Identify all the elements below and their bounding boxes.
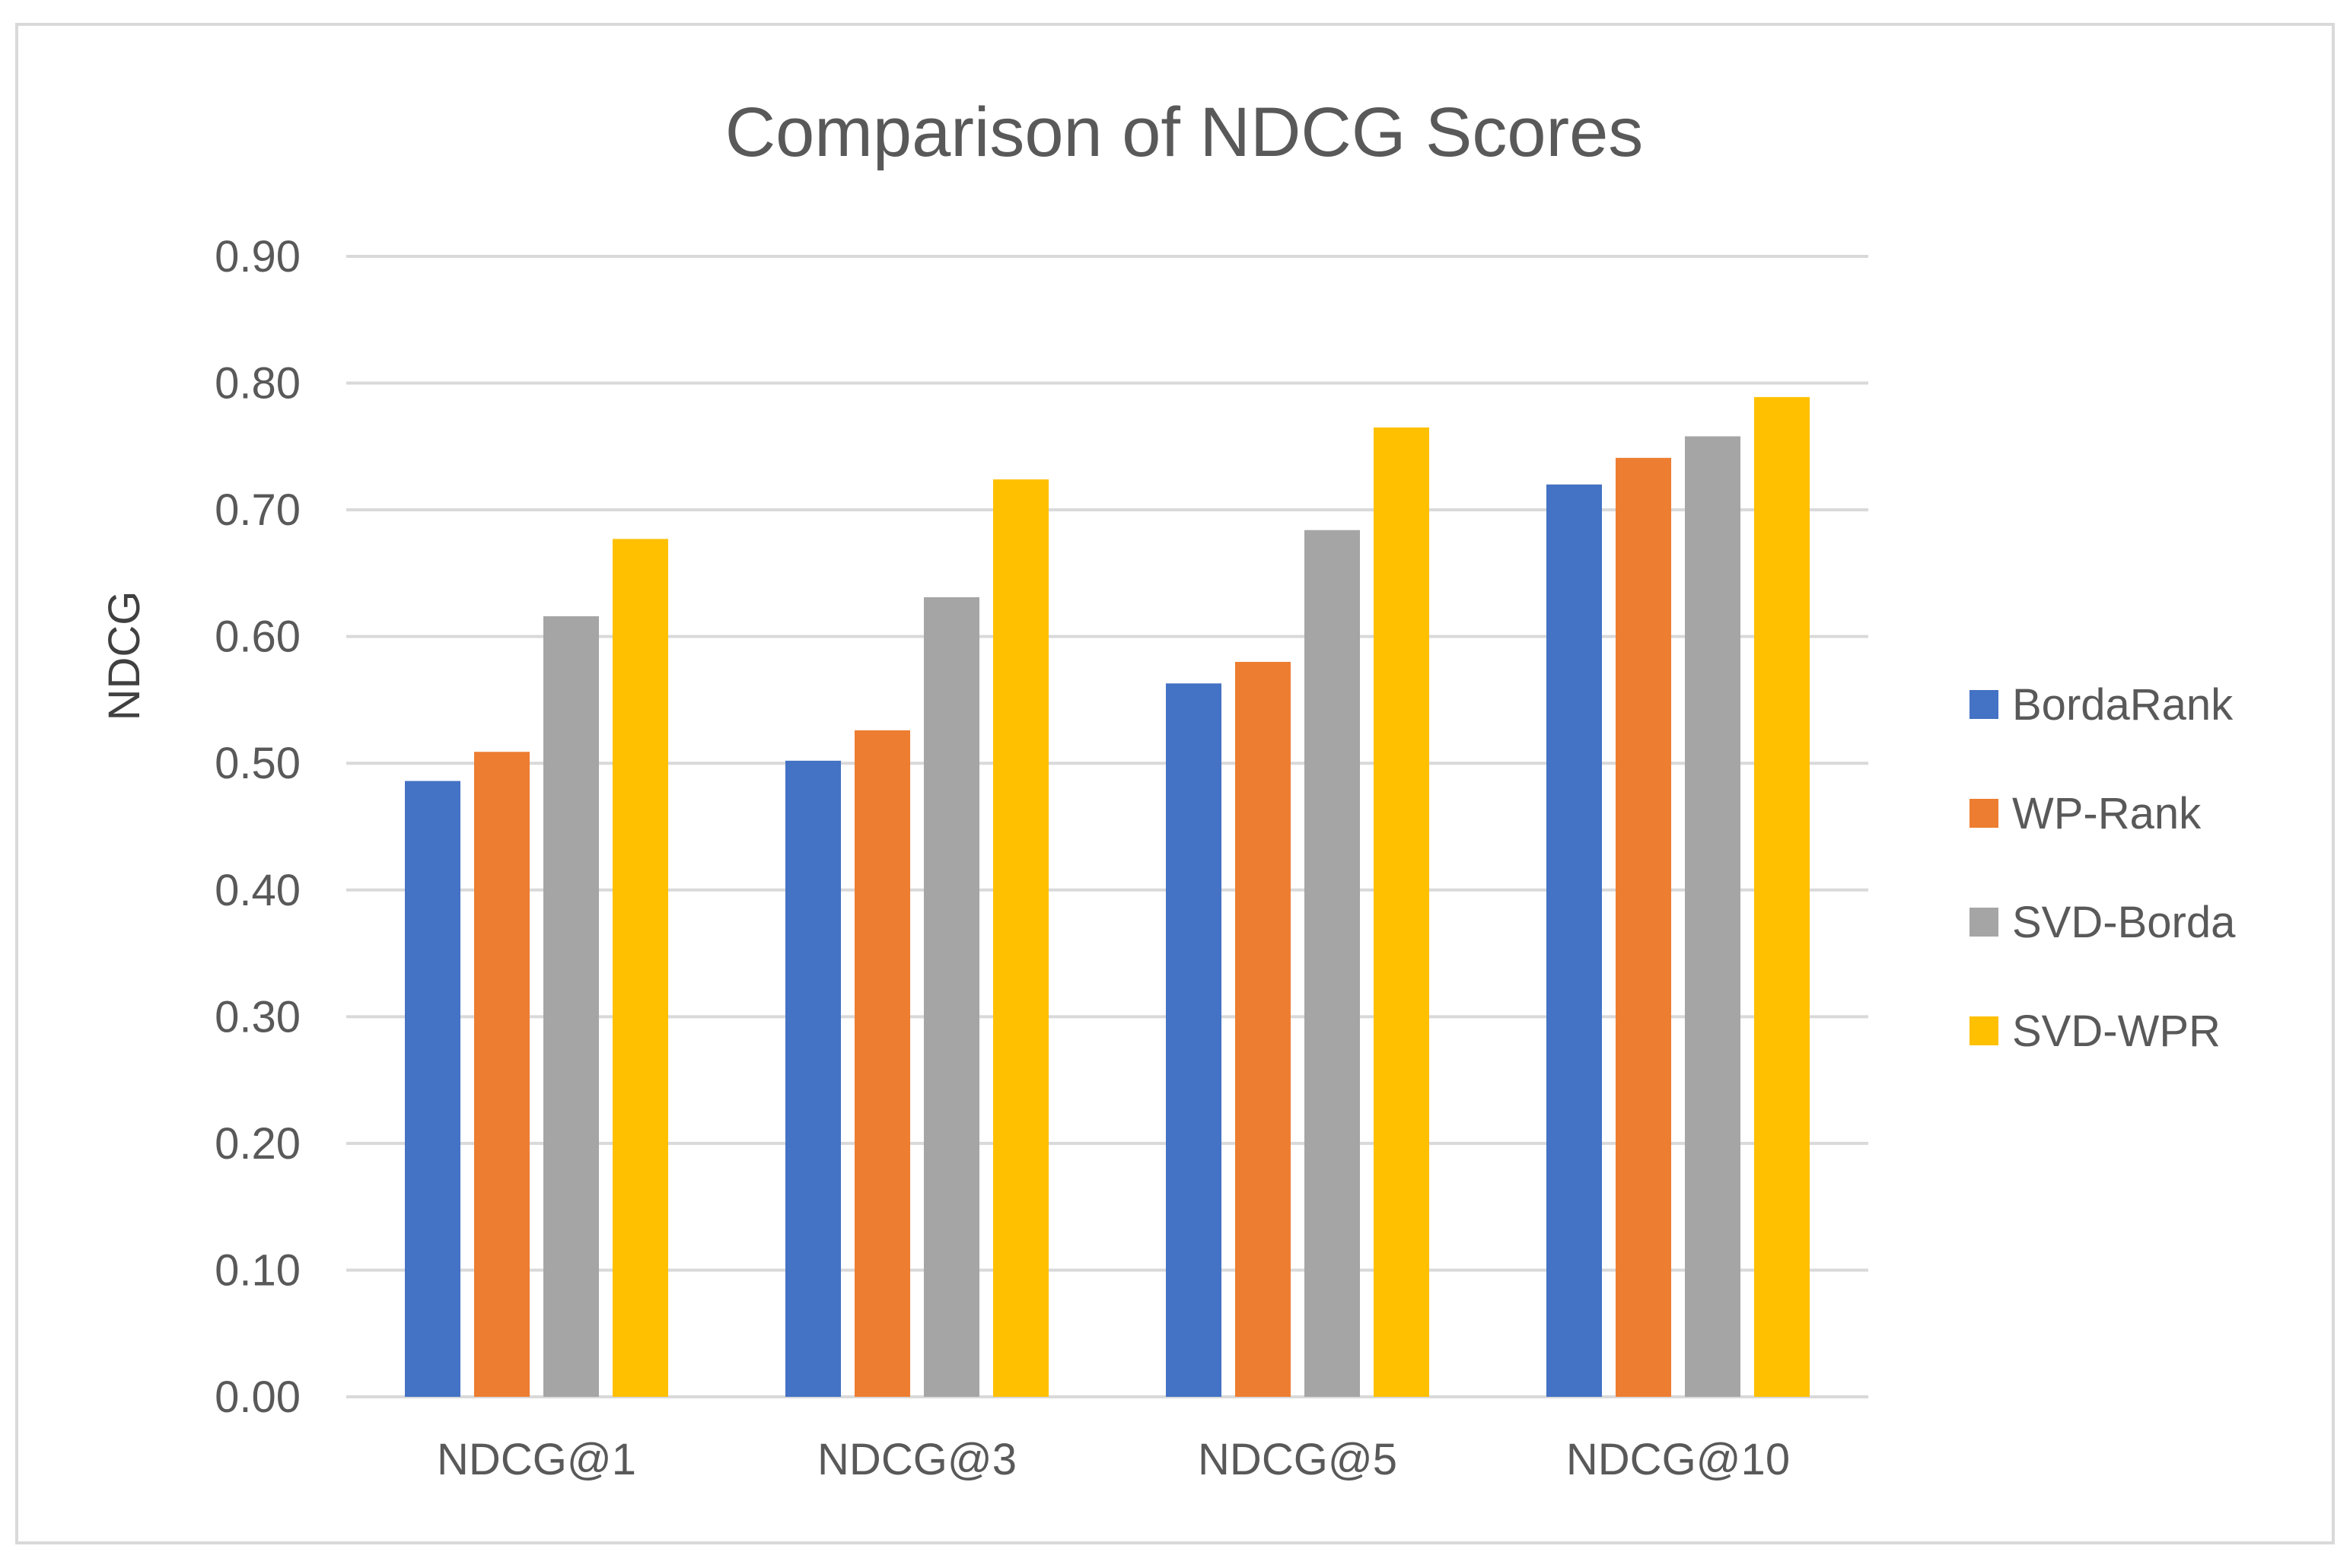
y-tick-label: 0.90 bbox=[215, 232, 301, 281]
x-axis-ticks: NDCG@1 NDCG@3 NDCG@5 NDCG@10 bbox=[437, 1435, 1790, 1484]
bar-svd-borda-ndcg-1 bbox=[543, 616, 599, 1397]
x-tick-label: NDCG@5 bbox=[1198, 1435, 1397, 1484]
bar-bordarank-ndcg-3 bbox=[785, 760, 841, 1397]
bar-svd-wpr-ndcg-1 bbox=[613, 539, 668, 1397]
chart-title: Comparison of NDCG Scores bbox=[725, 94, 1644, 171]
x-tick-label: NDCG@1 bbox=[437, 1435, 636, 1484]
bar-wp-rank-ndcg-1 bbox=[474, 752, 530, 1397]
y-tick-label: 0.00 bbox=[215, 1372, 301, 1422]
bar-wp-rank-ndcg-10 bbox=[1616, 457, 1671, 1398]
bar-svd-borda-ndcg-5 bbox=[1304, 530, 1360, 1397]
x-tick-label: NDCG@3 bbox=[817, 1435, 1017, 1484]
y-tick-label: 0.70 bbox=[215, 485, 301, 535]
y-tick-label: 0.20 bbox=[215, 1119, 301, 1169]
legend-label: SVD-Borda bbox=[2012, 898, 2236, 947]
y-tick-label: 0.60 bbox=[215, 612, 301, 662]
y-axis-title: NDCG bbox=[100, 591, 149, 721]
legend-swatch bbox=[1969, 908, 1998, 937]
y-tick-label: 0.30 bbox=[215, 992, 301, 1042]
gridlines bbox=[346, 255, 1868, 1398]
legend-swatch bbox=[1969, 1016, 1998, 1045]
legend-label: WP-Rank bbox=[2012, 789, 2202, 838]
bar-bordarank-ndcg-1 bbox=[405, 781, 460, 1397]
bar-bordarank-ndcg-5 bbox=[1166, 683, 1221, 1397]
y-tick-label: 0.50 bbox=[215, 739, 301, 788]
legend-swatch bbox=[1969, 690, 1998, 719]
y-tick-label: 0.80 bbox=[215, 359, 301, 409]
bar-svd-borda-ndcg-3 bbox=[924, 597, 979, 1397]
bar-svd-wpr-ndcg-3 bbox=[993, 479, 1049, 1398]
bar-wp-rank-ndcg-3 bbox=[855, 730, 910, 1397]
bar-svd-wpr-ndcg-10 bbox=[1754, 396, 1810, 1397]
x-tick-label: NDCG@10 bbox=[1566, 1435, 1790, 1484]
y-axis-ticks: 0.00 0.10 0.20 0.30 0.40 0.50 0.60 0.70 0.80 0.90 bbox=[215, 232, 301, 1422]
y-tick-label: 0.10 bbox=[215, 1245, 301, 1295]
bar-wp-rank-ndcg-5 bbox=[1235, 661, 1291, 1397]
y-tick-label: 0.40 bbox=[215, 866, 301, 915]
bar-svd-wpr-ndcg-5 bbox=[1374, 427, 1429, 1397]
legend: BordaRank WP-Rank SVD-Borda SVD-WPR bbox=[1969, 680, 2236, 1056]
bars bbox=[405, 396, 1810, 1398]
legend-label: BordaRank bbox=[2012, 680, 2234, 730]
legend-swatch bbox=[1969, 799, 1998, 828]
bar-svd-borda-ndcg-10 bbox=[1685, 436, 1740, 1397]
bar-bordarank-ndcg-10 bbox=[1546, 484, 1602, 1397]
legend-label: SVD-WPR bbox=[2012, 1007, 2221, 1056]
